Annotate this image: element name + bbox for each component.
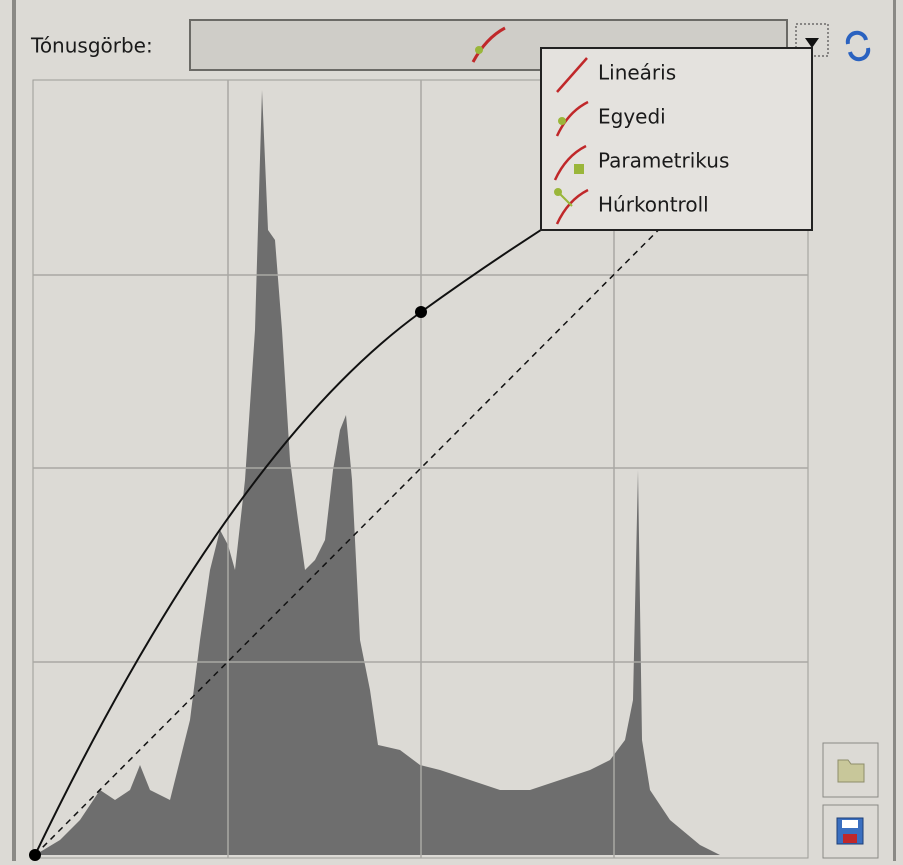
curve-label: Tónusgörbe: bbox=[30, 34, 153, 58]
custom-icon bbox=[555, 100, 589, 137]
save-button[interactable] bbox=[822, 804, 879, 859]
menu-item[interactable]: Parametrikus bbox=[553, 144, 729, 181]
save-icon-shutter bbox=[843, 834, 857, 843]
reset-icon-bottom bbox=[848, 47, 871, 62]
menu-item-label[interactable]: Lineáris bbox=[598, 61, 676, 85]
left-border bbox=[12, 0, 16, 861]
open-button[interactable] bbox=[822, 742, 879, 798]
linear-icon bbox=[556, 57, 588, 93]
menu-item-label[interactable]: Egyedi bbox=[598, 105, 666, 129]
menu-item-label[interactable]: Parametrikus bbox=[598, 149, 729, 173]
combo-icon-curve bbox=[471, 26, 506, 63]
reset-icon-top bbox=[845, 30, 868, 45]
histogram bbox=[35, 90, 720, 855]
custom-icon-dot bbox=[558, 117, 566, 125]
combo-icon-dot bbox=[475, 46, 483, 54]
curve-type-menu: Lineáris Egyedi Parametrikus Húrkontroll bbox=[540, 47, 813, 231]
menu-item-label[interactable]: Húrkontroll bbox=[598, 193, 709, 217]
reset-button[interactable] bbox=[845, 30, 871, 62]
menu-item[interactable]: Lineáris bbox=[556, 57, 676, 93]
control-cage-icon-dot bbox=[554, 188, 562, 196]
menu-item[interactable]: Egyedi bbox=[555, 100, 666, 137]
parametric-icon bbox=[553, 144, 587, 181]
save-icon-label bbox=[842, 820, 858, 828]
control-point[interactable] bbox=[29, 849, 41, 861]
menu-item[interactable]: Húrkontroll bbox=[554, 188, 709, 225]
dropdown-arrow bbox=[805, 38, 819, 48]
right-border bbox=[893, 0, 896, 861]
parametric-icon-slider bbox=[574, 164, 584, 174]
control-point[interactable] bbox=[415, 306, 427, 318]
menu-popup bbox=[540, 47, 813, 231]
folder-icon bbox=[837, 759, 865, 783]
